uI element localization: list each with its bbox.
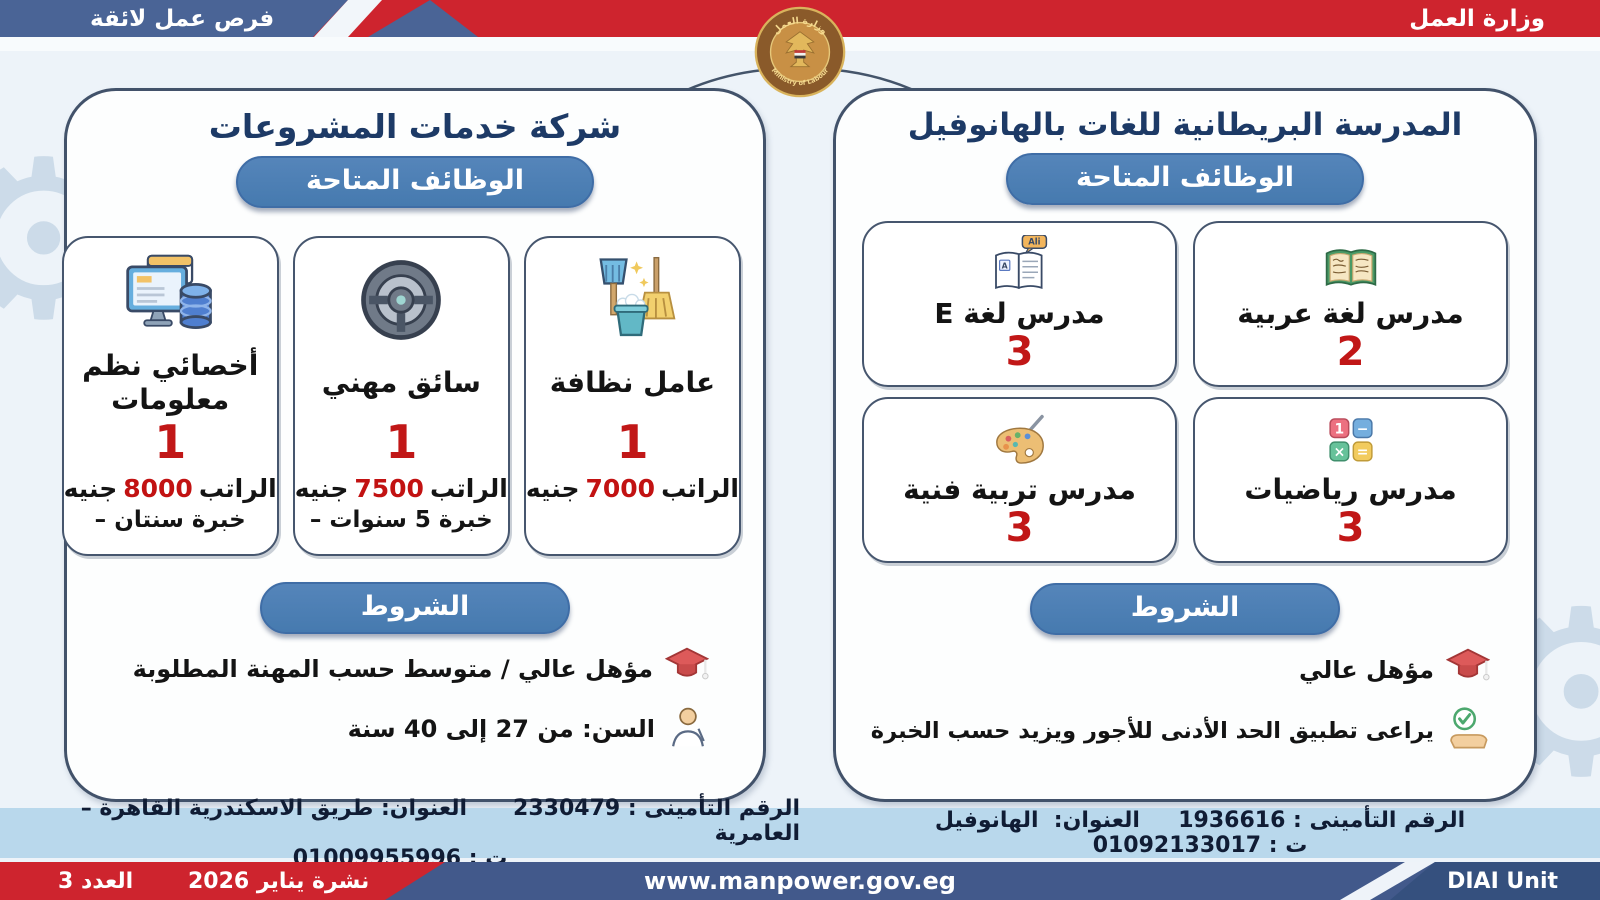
hand-check-icon — [1446, 706, 1490, 756]
job-title: مدرس رياضيات — [1244, 473, 1457, 506]
company-title: المدرسة البريطانية للغات بالهانوفيل — [907, 107, 1463, 143]
decent-jobs-badge: فرص عمل لائقة — [90, 5, 275, 32]
condition-text: يراعى تطبيق الحد الأدنى للأجور ويزيد حسب… — [870, 718, 1434, 744]
cleaning-tools-icon — [586, 252, 678, 348]
website-link[interactable]: www.manpower.gov.eg — [644, 867, 956, 895]
job-card-driver: سائق مهني 1 الراتب7500جنيه – خبرة 5 سنوا… — [292, 236, 510, 556]
page-letter: A — [1001, 261, 1007, 270]
computer-database-icon — [124, 252, 216, 348]
condition-row: السن: من 27 إلى 40 سنة — [121, 705, 709, 753]
condition-row: يراعى تطبيق الحد الأدنى للأجور ويزيد حسب… — [871, 706, 1490, 756]
bulletin-date: نشرة يناير 2026 — [188, 868, 370, 894]
job-card-arabic-teacher: مدرس لغة عربية 2 — [1193, 221, 1508, 387]
company-panel-british-school: المدرسة البريطانية للغات بالهانوفيل الوظ… — [833, 88, 1537, 802]
job-card-it-specialist: أخصائي نظم معلومات 1 الراتب8000جنيه – خب… — [61, 236, 279, 556]
math-symbol: × — [1333, 445, 1345, 461]
language-book-icon: Ali A — [989, 233, 1051, 297]
contact-info-right-company: الرقم التأمينى : 1936616 العنوان: الهانو… — [800, 808, 1600, 858]
job-title: سائق مهني — [321, 366, 481, 400]
available-jobs-header: الوظائف المتاحة — [236, 156, 594, 208]
arabic-book-icon — [1320, 233, 1382, 297]
job-card-art-teacher: مدرس تربية فنية 3 — [862, 397, 1177, 563]
top-bar-blue-segment — [0, 0, 348, 37]
conditions-list: مؤهل عالي / متوسط حسب المهنة المطلوبة ال… — [67, 646, 763, 753]
job-card-english-teacher: Ali A مدرس لغة E 3 — [862, 221, 1177, 387]
contact-info-left-company: الرقم التأمينى : 2330479 العنوان: طريق ا… — [0, 796, 800, 871]
contact-info-strip: الرقم التأمينى : 2330479 العنوان: طريق ا… — [0, 796, 1600, 871]
top-bar-triangle-decoration — [368, 0, 478, 37]
bubble-text: Ali — [1028, 237, 1040, 247]
job-count: 3 — [1336, 504, 1365, 551]
job-count: 1 — [154, 415, 187, 469]
company-panel-projects-services: شركة خدمات المشروعات الوظائف المتاحة — [61, 88, 766, 802]
job-salary: الراتب7500جنيه — [294, 474, 508, 504]
footer-red-segment — [0, 862, 445, 900]
job-salary: الراتب8000جنيه — [63, 474, 277, 504]
job-count: 2 — [1336, 328, 1365, 375]
math-operations-icon: 1 − × = — [1322, 409, 1380, 473]
job-title: مدرس تربية فنية — [903, 473, 1136, 506]
math-symbol: 1 — [1334, 421, 1344, 437]
condition-text: مؤهل عالي / متوسط حسب المهنة المطلوبة — [132, 655, 653, 683]
available-jobs-header: الوظائف المتاحة — [1006, 153, 1364, 205]
job-card-cleaner: عامل نظافة 1 الراتب7000جنيه — [523, 236, 741, 556]
ministry-logo: وزارة العمل Ministry of Labour — [754, 6, 846, 98]
job-cards-row: عامل نظافة 1 الراتب7000جنيه — [61, 236, 763, 556]
issue-number: العدد 3 — [58, 868, 134, 894]
job-card-math-teacher: 1 − × = مدرس رياضيات 3 — [1193, 397, 1508, 563]
condition-row: مؤهل عالي / متوسط حسب المهنة المطلوبة — [121, 646, 710, 692]
math-symbol: = — [1356, 445, 1368, 461]
footer-bar: العدد 3 نشرة يناير 2026 www.manpower.gov… — [0, 862, 1600, 900]
company-title: شركة خدمات المشروعات — [208, 107, 622, 146]
graduation-cap-icon — [664, 646, 710, 692]
unit-label: DIAI Unit — [1447, 868, 1558, 894]
phone-line: ت : 01092133017 — [1092, 833, 1308, 858]
condition-text: مؤهل عالي — [1298, 656, 1434, 684]
job-title: مدرس لغة E — [934, 297, 1105, 330]
job-count: 1 — [616, 415, 649, 469]
job-salary: الراتب7000جنيه — [525, 474, 739, 504]
job-title: مدرس لغة عربية — [1237, 297, 1464, 330]
eagle-emblem-icon — [785, 31, 815, 68]
job-cards-grid: مدرس لغة عربية 2 Ali A — [836, 221, 1534, 563]
job-count: 3 — [1005, 504, 1034, 551]
job-title: أخصائي نظم معلومات — [82, 349, 259, 416]
job-count: 1 — [385, 415, 418, 469]
graduation-cap-icon — [1445, 647, 1491, 693]
conditions-list: مؤهل عالي يراعى تطبيق الحد الأدنى للأجور… — [836, 647, 1534, 756]
ministry-name-badge: وزارة العمل — [1409, 5, 1545, 32]
condition-text: السن: من 27 إلى 40 سنة — [347, 715, 655, 743]
steering-wheel-icon — [356, 252, 446, 348]
top-bar: فرص عمل لائقة وزارة العمل — [0, 0, 1600, 37]
job-experience: – خبرة 5 سنوات — [309, 507, 493, 534]
math-symbol: − — [1356, 421, 1368, 437]
condition-row: مؤهل عالي — [880, 647, 1491, 693]
job-title: عامل نظافة — [549, 366, 716, 400]
insurance-address-line: الرقم التأمينى : 1936616 العنوان: الهانو… — [934, 808, 1466, 833]
person-icon — [667, 705, 709, 753]
art-palette-icon — [988, 409, 1052, 473]
conditions-header: الشروط — [260, 582, 570, 634]
job-count: 3 — [1005, 328, 1034, 375]
conditions-header: الشروط — [1030, 583, 1340, 635]
job-experience: – خبرة سنتان — [94, 507, 246, 534]
insurance-address-line: الرقم التأمينى : 2330479 العنوان: طريق ا… — [73, 795, 800, 846]
